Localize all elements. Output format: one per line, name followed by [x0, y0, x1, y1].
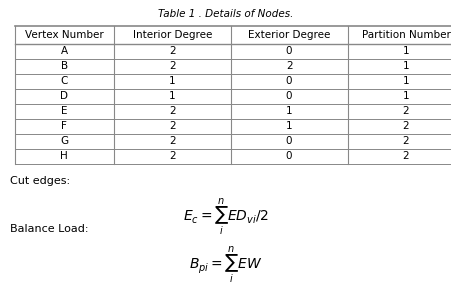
- Text: H: H: [60, 151, 68, 161]
- Text: $E_c = \sum_{i}^{n} ED_{vi} / 2$: $E_c = \sum_{i}^{n} ED_{vi} / 2$: [183, 197, 269, 238]
- Text: 1: 1: [286, 106, 292, 116]
- Text: 1: 1: [402, 61, 409, 71]
- Text: 0: 0: [286, 46, 292, 57]
- Text: 2: 2: [169, 151, 176, 161]
- Text: 2: 2: [169, 46, 176, 57]
- Text: 2: 2: [402, 151, 409, 161]
- Text: A: A: [61, 46, 68, 57]
- Text: F: F: [61, 121, 67, 131]
- Text: 2: 2: [169, 106, 176, 116]
- Text: C: C: [61, 76, 68, 86]
- Text: Exterior Degree: Exterior Degree: [248, 30, 330, 40]
- Text: B: B: [61, 61, 68, 71]
- Text: G: G: [60, 136, 68, 146]
- Text: Interior Degree: Interior Degree: [132, 30, 212, 40]
- Text: 1: 1: [169, 91, 176, 101]
- Text: E: E: [61, 106, 68, 116]
- Text: 2: 2: [402, 121, 409, 131]
- Text: 2: 2: [169, 61, 176, 71]
- Text: Cut edges:: Cut edges:: [11, 176, 71, 186]
- Text: Balance Load:: Balance Load:: [11, 224, 89, 234]
- Text: $B_{pi} = \sum_{i}^{n} EW$: $B_{pi} = \sum_{i}^{n} EW$: [189, 245, 263, 286]
- Text: Partition Number: Partition Number: [361, 30, 450, 40]
- Text: 2: 2: [169, 121, 176, 131]
- Text: 0: 0: [286, 91, 292, 101]
- Text: 2: 2: [402, 136, 409, 146]
- Text: 1: 1: [169, 76, 176, 86]
- Text: 0: 0: [286, 151, 292, 161]
- Text: 2: 2: [169, 136, 176, 146]
- Text: 1: 1: [402, 46, 409, 57]
- Text: 2: 2: [402, 106, 409, 116]
- Text: 1: 1: [402, 76, 409, 86]
- Text: D: D: [60, 91, 68, 101]
- Text: 0: 0: [286, 136, 292, 146]
- Text: 0: 0: [286, 76, 292, 86]
- Text: 2: 2: [286, 61, 292, 71]
- Text: 1: 1: [286, 121, 292, 131]
- Text: Vertex Number: Vertex Number: [25, 30, 104, 40]
- Text: Table 1 . Details of Nodes.: Table 1 . Details of Nodes.: [159, 9, 294, 19]
- Text: 1: 1: [402, 91, 409, 101]
